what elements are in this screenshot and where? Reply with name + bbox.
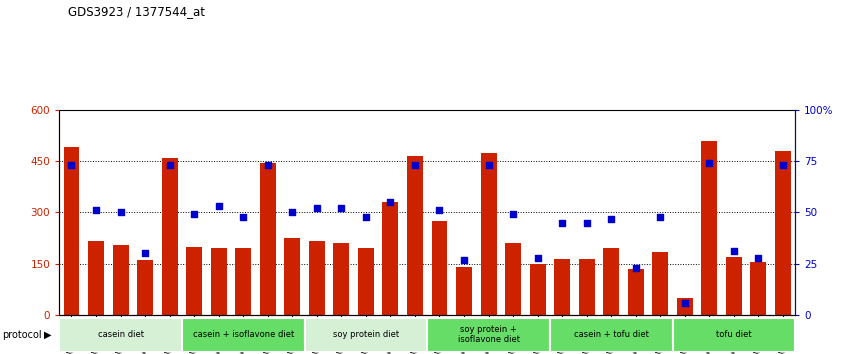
Bar	[305, 318, 427, 352]
Point	[64, 162, 78, 168]
Point	[334, 205, 348, 211]
Bar	[63, 147, 80, 315]
Bar	[137, 260, 153, 315]
Bar	[260, 163, 276, 315]
Bar	[59, 318, 182, 352]
Point	[530, 255, 544, 261]
Point	[555, 220, 569, 225]
Bar	[530, 264, 546, 315]
Bar	[382, 202, 398, 315]
Bar	[333, 243, 349, 315]
Point	[629, 265, 642, 271]
Bar	[554, 258, 570, 315]
Bar	[456, 267, 472, 315]
Bar	[775, 151, 791, 315]
Point	[236, 214, 250, 219]
Text: GDS3923 / 1377544_at: GDS3923 / 1377544_at	[68, 5, 205, 18]
Text: casein + isoflavone diet: casein + isoflavone diet	[193, 330, 294, 339]
Point	[285, 210, 299, 215]
Bar	[284, 238, 300, 315]
Point	[212, 204, 225, 209]
Text: protocol: protocol	[2, 330, 41, 339]
Text: casein diet: casein diet	[97, 330, 144, 339]
Text: ▶: ▶	[44, 330, 52, 339]
Point	[162, 162, 176, 168]
Point	[359, 214, 372, 219]
Bar	[726, 257, 742, 315]
Point	[113, 210, 127, 215]
Point	[751, 255, 765, 261]
Point	[580, 220, 593, 225]
Bar	[235, 249, 251, 315]
Point	[310, 205, 323, 211]
Bar	[309, 241, 325, 315]
Point	[89, 207, 102, 213]
Point	[187, 212, 201, 217]
Bar	[162, 158, 178, 315]
Bar	[505, 243, 521, 315]
Point	[457, 257, 470, 262]
Point	[261, 162, 274, 168]
Text: tofu diet: tofu diet	[716, 330, 752, 339]
Bar	[673, 318, 795, 352]
Bar	[579, 258, 595, 315]
Point	[408, 162, 421, 168]
Bar	[603, 249, 619, 315]
Text: soy protein diet: soy protein diet	[332, 330, 399, 339]
Point	[702, 160, 716, 166]
Bar	[427, 318, 550, 352]
Point	[383, 199, 397, 205]
Bar	[750, 262, 766, 315]
Bar	[211, 249, 227, 315]
Bar	[431, 221, 448, 315]
Bar	[358, 249, 374, 315]
Bar	[701, 141, 717, 315]
Point	[432, 207, 446, 213]
Point	[604, 216, 618, 221]
Bar	[88, 241, 104, 315]
Bar	[113, 245, 129, 315]
Bar	[550, 318, 673, 352]
Point	[678, 300, 691, 306]
Point	[481, 162, 495, 168]
Text: soy protein +
isoflavone diet: soy protein + isoflavone diet	[458, 325, 519, 344]
Bar	[481, 153, 497, 315]
Bar	[628, 269, 644, 315]
Bar	[652, 252, 668, 315]
Bar	[186, 247, 202, 315]
Point	[727, 249, 740, 254]
Point	[653, 214, 667, 219]
Text: casein + tofu diet: casein + tofu diet	[574, 330, 649, 339]
Bar	[677, 298, 693, 315]
Point	[776, 162, 789, 168]
Point	[506, 212, 519, 217]
Point	[138, 251, 151, 256]
Bar	[182, 318, 305, 352]
Bar	[407, 156, 423, 315]
